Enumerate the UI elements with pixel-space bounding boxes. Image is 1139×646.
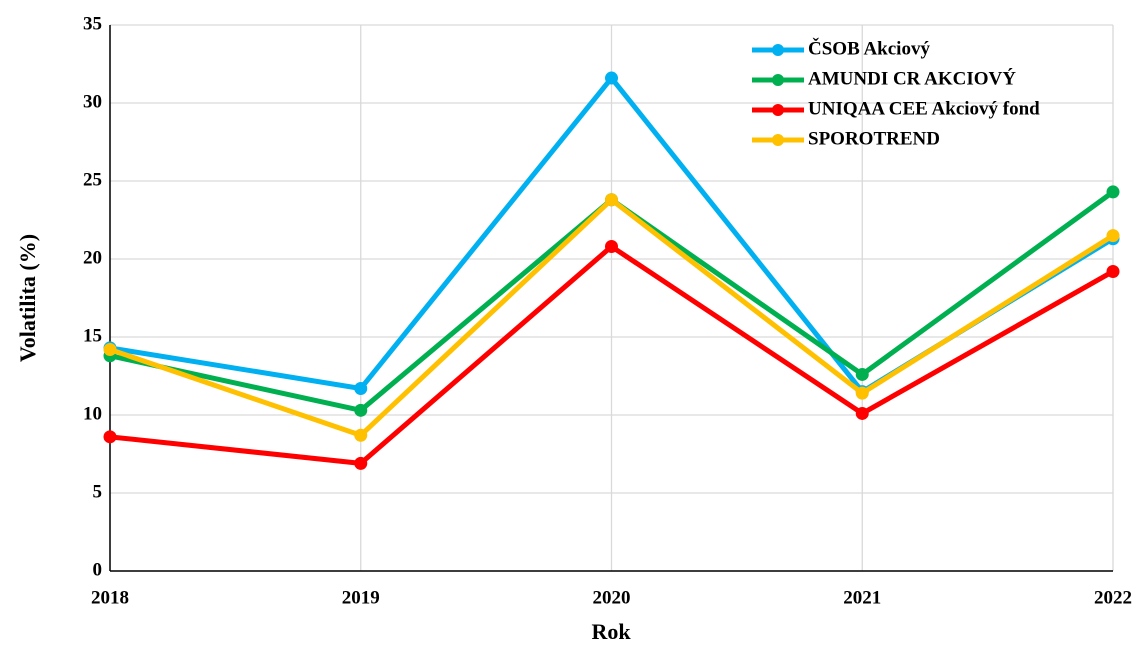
marker [103, 342, 117, 356]
legend-label: ČSOB Akciový [808, 37, 930, 59]
marker [605, 240, 618, 254]
marker [354, 403, 368, 417]
marker [354, 456, 368, 470]
x-tick-label: 2020 [593, 587, 631, 608]
y-tick-label: 10 [83, 403, 102, 424]
y-tick-label: 35 [83, 13, 102, 34]
y-tick-label: 30 [83, 91, 102, 112]
marker [855, 386, 869, 400]
marker [855, 406, 869, 420]
legend-marker [772, 134, 784, 146]
legend-label: UNIQAA CEE Akciový fond [808, 98, 1040, 119]
marker [1106, 185, 1120, 199]
marker [605, 71, 618, 85]
x-tick-label: 2021 [843, 587, 881, 608]
x-tick-label: 2019 [342, 587, 380, 608]
y-tick-label: 5 [93, 481, 103, 502]
legend-marker [772, 104, 784, 116]
y-tick-label: 25 [83, 169, 102, 190]
marker [1106, 229, 1120, 243]
marker [605, 193, 618, 207]
y-tick-label: 20 [83, 247, 102, 268]
x-axis-label: Rok [591, 619, 631, 644]
marker [855, 367, 869, 381]
legend-marker [772, 44, 784, 56]
y-tick-label: 15 [83, 325, 102, 346]
marker [103, 430, 117, 444]
x-tick-label: 2022 [1094, 587, 1132, 608]
marker [354, 381, 368, 395]
marker [354, 428, 368, 442]
legend-marker [772, 74, 784, 86]
y-tick-label: 0 [93, 559, 103, 580]
y-axis-label: Volatilita (%) [15, 234, 40, 362]
legend-label: SPOROTREND [808, 128, 940, 149]
legend-label: AMUNDI CR AKCIOVÝ [808, 67, 1016, 89]
marker [1106, 264, 1120, 278]
x-tick-label: 2018 [91, 587, 129, 608]
